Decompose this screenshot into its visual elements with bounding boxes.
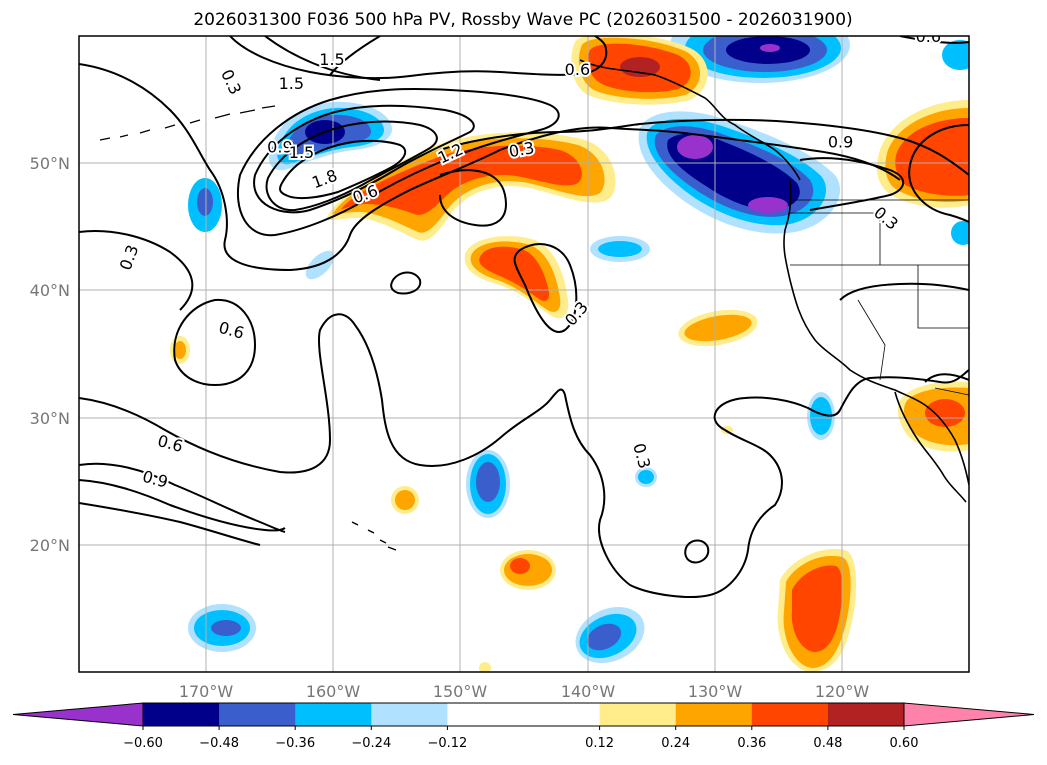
- colorbar-extend-low: [12, 702, 144, 727]
- contour-label: 0.9: [828, 133, 853, 152]
- pv-contour-jet-outer: [79, 63, 901, 272]
- lon-axis-ticks: 170°W 160°W 150°W 140°W 130°W 120°W: [179, 682, 870, 701]
- lat-tick-50n: 50°N: [30, 154, 70, 173]
- lon-tick-140w: 140°W: [561, 682, 616, 701]
- pv-contour-closed-small-2: [684, 539, 710, 564]
- colorbar-tick-label: 0.48: [813, 736, 842, 751]
- colorbar-segment: [751, 703, 829, 726]
- colorbar-segment: [219, 703, 296, 726]
- lat-tick-40n: 40°N: [30, 281, 70, 300]
- colorbar-segment: [827, 703, 905, 726]
- contour-label: 1.5: [279, 74, 304, 93]
- pv-contours: [79, 36, 969, 598]
- pv-contour-north-arc-3: [329, 36, 381, 76]
- pv-contour-subtropical-1: [173, 298, 257, 387]
- negative-anomaly-ne-hawaii: [466, 450, 510, 518]
- pv-contour-subtropical-5: [79, 502, 261, 546]
- pv-contour-closed-small: [390, 271, 422, 295]
- colorbar-tick-label: −0.24: [351, 736, 391, 751]
- colorbar-segment: [675, 703, 753, 726]
- negative-anomaly-w-hawaii: [188, 604, 256, 652]
- pv-contour-lobe-hawaii: [513, 243, 578, 333]
- pv-contour-west-lobe: [79, 230, 194, 311]
- lat-tick-30n: 30°N: [30, 409, 70, 428]
- colorbar-tick-label: 0.12: [585, 736, 614, 751]
- lon-tick-150w: 150°W: [433, 682, 488, 701]
- colorbar-tick-label: −0.36: [275, 736, 315, 751]
- gridlines: [79, 36, 969, 672]
- positive-anomaly-gulf-east: [571, 36, 708, 105]
- chart-title: 2026031300 F036 500 hPa PV, Rossby Wave …: [193, 10, 852, 30]
- alaska-coast: [579, 59, 801, 181]
- west-coast-north-america: [783, 179, 969, 486]
- hawaii-islands: [351, 521, 397, 551]
- colorbar-tick-label: −0.12: [427, 736, 467, 751]
- pv-contour-jet-loop: [439, 169, 507, 227]
- colorbar-segment: [599, 703, 677, 726]
- colorbar-tick-label: −0.60: [123, 736, 163, 751]
- pv-contour-subtropical-4: [79, 479, 286, 532]
- map-frame: [78, 35, 970, 673]
- positive-anomaly-interior-nw: [876, 100, 969, 208]
- pv-contour-subtropical-3: [79, 462, 286, 533]
- lon-tick-160w: 160°W: [306, 682, 361, 701]
- negative-anomaly-se-hawaii: [575, 606, 645, 664]
- pv-contour-jet-4: [265, 120, 438, 212]
- lat-tick-20n: 20°N: [30, 536, 70, 555]
- pv-contour-socal: [924, 373, 969, 383]
- lon-tick-170w: 170°W: [179, 682, 234, 701]
- small-negative-blobs: [188, 40, 969, 487]
- contour-label: 0.6: [565, 60, 590, 79]
- colorbar-frame: [142, 702, 905, 727]
- contour-label: 1.5: [319, 50, 344, 69]
- small-positive-blobs: [170, 309, 758, 672]
- contour-label: 0.6: [916, 27, 941, 46]
- pv-contour-interior-nw: [908, 124, 969, 223]
- pv-contour-jet-east-2: [799, 157, 905, 211]
- pv-contour-subtropical-2: [79, 313, 969, 598]
- state-borders: [790, 199, 969, 396]
- contour-label: 0.9: [267, 138, 292, 157]
- colorbar-segment: [143, 703, 220, 726]
- colorbar: −0.60 −0.48 −0.36 −0.24 −0.12 0.12 0.24 0.36 0.4…: [12, 702, 1035, 751]
- colorbar-tick-label: −0.48: [199, 736, 239, 751]
- pv-contour-jet-5: [279, 139, 407, 200]
- colorbar-tick-label: 0.24: [661, 736, 690, 751]
- colorbar-segment: [447, 703, 601, 726]
- contour-label: 1.5: [289, 143, 314, 162]
- pv-contour-jet-east: [439, 118, 969, 176]
- lon-tick-130w: 130°W: [688, 682, 743, 701]
- pv-contour-eastern: [839, 282, 969, 301]
- colorbar-extend-high: [903, 702, 1035, 727]
- map-area: 0.31.51.50.91.51.80.61.2 0.30.60.90.30.60…: [79, 27, 969, 672]
- lat-axis-ticks: 20°N 30°N 40°N 50°N: [30, 154, 70, 555]
- baja-coast: [894, 391, 967, 503]
- pv-contour-interior-nw-2: [899, 36, 969, 44]
- colorbar-tick-label: 0.36: [737, 736, 766, 751]
- coastlines: [99, 59, 969, 551]
- positive-anomaly-baja: [777, 549, 857, 672]
- pv-contour-north-arc: [229, 36, 608, 80]
- colorbar-segment: [371, 703, 448, 726]
- pv-contour-jet-3: [253, 104, 475, 214]
- colorbar-segment: [295, 703, 372, 726]
- lon-tick-120w: 120°W: [815, 682, 870, 701]
- pv-contour-jet-2: [236, 88, 560, 237]
- positive-anomaly-ne-hawaii: [464, 236, 569, 319]
- aleutian-chain: [99, 105, 276, 141]
- pv-contour-north-arc-2: [264, 36, 381, 81]
- colorbar-tick-label: 0.60: [890, 736, 919, 751]
